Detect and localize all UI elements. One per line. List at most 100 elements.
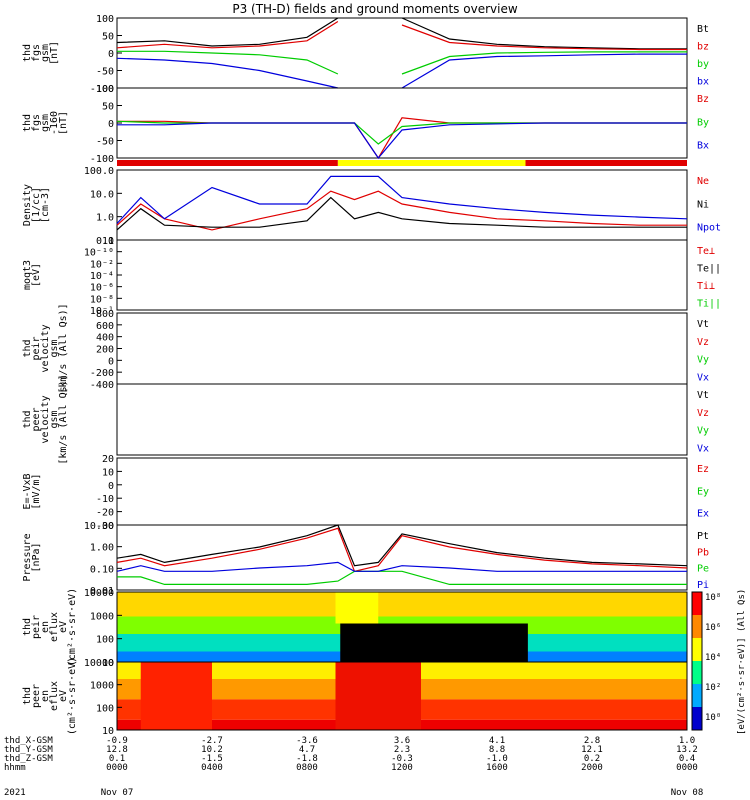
x-axis-value: 12.1 xyxy=(581,745,603,755)
y-axis-label: [nT] xyxy=(58,111,69,135)
y-axis-label: peer xyxy=(31,407,42,431)
y-tick-label: 1000 xyxy=(90,681,114,692)
legend-entry: Bz xyxy=(697,94,709,105)
series-line-bz xyxy=(116,20,687,51)
colorbar-tick: 10⁴ xyxy=(705,653,721,663)
colorbar-label: [eV/(cm²·s·sr·eV)] (All Qs) xyxy=(737,589,747,735)
panel-frame xyxy=(116,661,688,731)
y-tick-label: 400 xyxy=(96,333,114,344)
legend-entry: bz xyxy=(697,42,709,53)
y-axis-label: [mV/m] xyxy=(31,473,42,509)
panel-frame xyxy=(116,457,688,526)
x-axis-value: 8.8 xyxy=(489,745,505,755)
y-tick-label: 20 xyxy=(102,454,114,465)
y-axis-label: en xyxy=(40,690,51,702)
x-axis-value: 0.4 xyxy=(679,754,695,764)
y-tick-label: 100 xyxy=(96,14,114,25)
y-tick-label: -200 xyxy=(90,368,114,379)
y-tick-label: 10⁻⁴ xyxy=(90,271,114,282)
y-tick-label: 1.00 xyxy=(90,543,114,554)
series-line-By xyxy=(116,120,687,145)
legend-entry: By xyxy=(697,117,709,128)
y-axis-label: thd xyxy=(22,114,33,132)
colorbar-tick: 10⁶ xyxy=(705,623,721,633)
x-axis-value: -0.3 xyxy=(391,754,413,764)
legend-entry: Te|| xyxy=(697,264,721,275)
panel-frame xyxy=(116,239,688,311)
x-axis-row-label: thd_Z-GSM xyxy=(4,754,53,764)
y-tick-label: 0 xyxy=(108,49,114,60)
status-bar-red xyxy=(117,160,338,166)
y-tick-label: -20 xyxy=(96,508,114,519)
y-tick-label: 10 xyxy=(102,236,114,247)
legend-entry: Ti|| xyxy=(697,299,721,310)
legend-entry: Vx xyxy=(697,443,709,454)
x-axis-value: 2.8 xyxy=(584,736,600,746)
x-axis-value: -1.8 xyxy=(296,754,318,764)
x-axis-value: -3.6 xyxy=(296,736,318,746)
y-tick-label: 1.0 xyxy=(96,213,114,224)
series-line-Pi xyxy=(116,561,687,572)
colorbar-tick: 10⁸ xyxy=(705,593,721,603)
colorbar-segment xyxy=(692,638,702,661)
y-axis-label: velocity xyxy=(40,324,51,372)
y-tick-label: 10⁻¹ xyxy=(90,306,114,317)
y-axis-label: gsm xyxy=(40,44,51,62)
x-axis-date-end: Nov 08 xyxy=(671,788,704,798)
x-axis-value: 2.3 xyxy=(394,745,410,755)
spectrogram-dark-region xyxy=(340,623,528,662)
legend-entry: Vt xyxy=(697,319,709,330)
y-axis-label: peir xyxy=(31,615,42,639)
panel-frame xyxy=(116,169,688,241)
legend-entry: Bt xyxy=(697,24,709,35)
x-axis-value: -1.0 xyxy=(486,754,508,764)
legend-entry: Ey xyxy=(697,486,709,497)
spectrogram-band xyxy=(140,662,212,730)
x-axis-value: 0000 xyxy=(106,763,128,773)
colorbar-segment xyxy=(692,661,702,684)
y-axis-label: gsm xyxy=(49,339,60,357)
series-line-bx xyxy=(116,53,687,89)
x-axis-value: 12.8 xyxy=(106,745,128,755)
y-tick-label: 50 xyxy=(102,32,114,43)
y-axis-label: E=-VxB xyxy=(22,473,33,509)
y-axis-label: (cm²·s·sr·eV) xyxy=(67,588,78,666)
y-tick-label: 0 xyxy=(108,119,114,130)
colorbar-tick: 10⁰ xyxy=(705,713,721,723)
y-axis-label: moqt3 xyxy=(22,260,33,290)
y-tick-label: 0 xyxy=(108,481,114,492)
y-tick-label: 10 xyxy=(102,658,114,669)
y-tick-label: 100.0 xyxy=(84,166,114,177)
legend-entry: Vx xyxy=(697,372,709,383)
y-tick-label: 10 xyxy=(102,467,114,478)
x-axis-value: -2.7 xyxy=(201,736,223,746)
y-axis-label: gsm xyxy=(40,114,51,132)
series-line-Ne xyxy=(116,190,687,231)
x-axis-value: 4.7 xyxy=(299,745,315,755)
y-axis-label: eflux xyxy=(49,681,60,711)
legend-entry: Pe xyxy=(697,564,709,575)
y-axis-label: peer xyxy=(31,684,42,708)
x-axis-value: -1.5 xyxy=(201,754,223,764)
y-axis-label: [km/s (All Qs)] xyxy=(58,374,69,464)
y-tick-label: 10⁻⁸ xyxy=(90,294,114,305)
legend-entry: Bx xyxy=(697,141,709,152)
x-axis-value: 0.1 xyxy=(109,754,125,764)
spectrogram-band xyxy=(117,592,687,617)
y-tick-label: 10 xyxy=(102,726,114,737)
x-axis-value: 1600 xyxy=(486,763,508,773)
y-axis-label: peir xyxy=(31,336,42,360)
panel-pressure: Pressure[nPa] 10.00 1.00 0.10 0.01 Pt Pb Pe Pi xyxy=(22,521,709,597)
y-tick-label: -400 xyxy=(90,380,114,391)
y-tick-label: 10000 xyxy=(84,658,114,669)
y-tick-label: -50 xyxy=(96,137,114,148)
x-axis-labels: thd_X-GSM -0.9 -2.7 -3.6 3.6 4.1 2.8 1.0 thd_Y-G… xyxy=(4,736,703,798)
y-axis-label: eV xyxy=(58,621,69,633)
y-tick-label: 0.01 xyxy=(90,586,114,597)
legend-entry: Pb xyxy=(697,547,709,558)
y-tick-label: 10000 xyxy=(84,588,114,599)
y-axis-label: gsm xyxy=(49,410,60,428)
